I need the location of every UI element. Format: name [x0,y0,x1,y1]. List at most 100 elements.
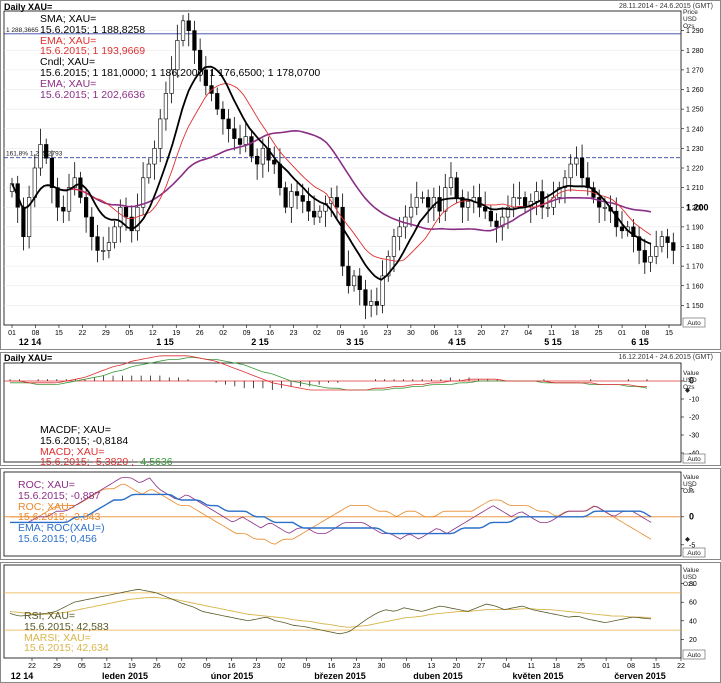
price-panel-title: Daily XAU= [4,2,53,12]
roc-marker-icon: ◆ [685,536,691,543]
price-x-day-tick: 01 [8,330,16,337]
candle-body [317,210,322,218]
candle-body [186,20,191,31]
candle-body [465,201,471,208]
candle-body [129,216,134,232]
price-y-tick: 1 190 [686,224,704,231]
panel-border [0,468,721,560]
rsi-x-day-tick: 05 [78,663,86,670]
candle-body [357,275,362,290]
roc-auto-label: Auto [687,550,701,557]
price-x-day-tick: 20 [477,330,485,337]
candle-body [363,289,368,306]
legend-macd-signal-value: -4,5636 [136,456,173,469]
legend-rsi-values: 15.6.2015; 42,583 [24,620,109,633]
candle-body [597,197,602,208]
candle-body [306,201,311,212]
price-x-day-tick: 15 [665,330,673,337]
rsi-x-day-tick: 19 [128,663,136,670]
roc-auto-box [682,547,706,558]
candle-body [380,275,385,306]
candle-body [283,187,288,208]
legend-ema2-name: EMA; XAU= [40,77,97,90]
candle-body [135,206,140,232]
legend-marsi-values: 15.6.2015; 42,634 [24,642,109,655]
price-unit-label: USD [683,16,697,23]
plot-frame [3,471,682,557]
candle-body [84,197,89,218]
candle-body [312,210,317,218]
candle-body [249,136,254,157]
macd-y-tick: -30 [689,433,699,440]
candle-body [232,128,237,139]
legend-roc-name: ROC; XAU= [18,479,75,491]
price-legend: SMA; XAU= 15.6.2015; 1 188,8258 EMA; XAU… [40,14,320,100]
price-panel: Daily XAU= 28.11.2014 - 24.6.2015 (GMT) … [0,0,721,350]
candle-body [55,187,60,208]
rsi-x-day-tick: 04 [502,663,510,670]
price-x-month-tick: 12 14 [19,337,42,347]
candle-body [579,157,585,179]
price-unit-label: Price [683,9,698,16]
candle-body [169,69,174,94]
rsi-x-day-tick: 01 [602,663,610,670]
candle-body [89,216,94,237]
rsi-x-day-tick: 09 [203,663,211,670]
candle-body [654,246,659,257]
candle-body [255,155,260,165]
price-x-day-tick: 02 [219,330,227,337]
rsi-x-day-tick: 22 [28,663,36,670]
price-y-tick: 1 280 [686,48,704,55]
candle-body [631,226,636,237]
roc-line [10,477,652,540]
price-y-tick: 1 170 [686,264,704,271]
price-y-tick: 1 160 [686,283,704,290]
price-chart[interactable]: 1 150 1 160 1 170 1 180 1 190 1 200 1 210 1 220… [0,0,721,350]
price-y-tick: 1 220 [686,166,704,173]
rsi-y-tick: 80 [689,581,697,588]
legend-ema-values: 15.6.2015; 1 193,9669 [40,45,146,58]
rsi-x-day-tick: 02 [178,663,186,670]
candle-body [277,163,283,188]
rsi-x-day-tick: 22 [677,663,685,670]
macd-auto-box [682,453,706,464]
rsi-x-month-tick: únor 2015 [211,671,254,681]
candle-body [391,236,397,257]
macd-legend: MACDF; XAU= 15.6.2015; -0,8184 MACD; XAU… [40,425,173,468]
legend-ema2-values: 15.6.2015; 1 202,6636 [40,88,146,101]
rsi-unit-label: Value [683,567,700,574]
candle-body [642,250,647,263]
candle-body [346,265,351,287]
candle-body [488,210,493,222]
candle-body [289,191,294,208]
price-y-tick: 1 150 [686,303,704,310]
candle-body [243,136,248,145]
price-x-day-tick: 12 [149,330,157,337]
macd-date-range: 16.12.2014 - 24.6.2015 (GMT) [618,354,713,361]
rsi-x-day-tick: 27 [477,663,485,670]
candle-body [665,236,670,243]
legend-rocema-name: EMA; ROC(XAU=) [18,522,105,535]
candle-body [203,69,208,86]
macd-marker-icon: ◆ [685,387,691,394]
price-x-day-tick: 22 [78,330,86,337]
price-y-tick: 1 270 [686,67,704,74]
macd-y-tick: -20 [689,415,699,422]
macd-panel-title: Daily XAU= [4,353,53,363]
rsi-x-day-tick: 08 [627,663,635,670]
rsi-x-month-tick: květen 2015 [512,671,563,681]
price-x-month-tick: 6 15 [631,337,649,347]
price-x-day-tick: 26 [196,330,204,337]
ema-line [11,83,652,262]
candle-body [27,197,32,237]
legend-macd-values: 15.6.2015; -5,3820 ; -4,5636 [40,457,173,468]
price-x-day-tick: 16 [360,330,368,337]
candle-body [198,49,203,71]
candle-body [21,206,26,237]
price-auto-label: Auto [687,320,701,327]
price-x-month-tick: 3 15 [346,337,364,347]
legend-rocema-values: 15.6.2015; 0,456 [18,532,97,545]
price-x-day-tick: 09 [337,330,345,337]
legend-macdf-name: MACDF; XAU= [40,424,111,436]
